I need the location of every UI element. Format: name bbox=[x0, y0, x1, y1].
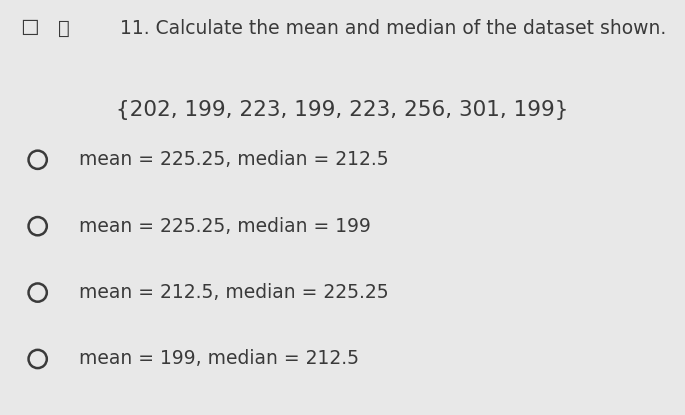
Text: {202, 199, 223, 199, 223, 256, 301, 199}: {202, 199, 223, 199, 223, 256, 301, 199} bbox=[116, 100, 569, 120]
Text: ☐: ☐ bbox=[21, 19, 39, 39]
Text: mean = 225.25, median = 212.5: mean = 225.25, median = 212.5 bbox=[79, 150, 388, 169]
Text: 11. Calculate the mean and median of the dataset shown.: 11. Calculate the mean and median of the… bbox=[120, 19, 666, 38]
Text: ⎙: ⎙ bbox=[58, 19, 70, 38]
Text: mean = 212.5, median = 225.25: mean = 212.5, median = 225.25 bbox=[79, 283, 388, 302]
Text: mean = 225.25, median = 199: mean = 225.25, median = 199 bbox=[79, 217, 371, 236]
Text: mean = 199, median = 212.5: mean = 199, median = 212.5 bbox=[79, 349, 359, 369]
